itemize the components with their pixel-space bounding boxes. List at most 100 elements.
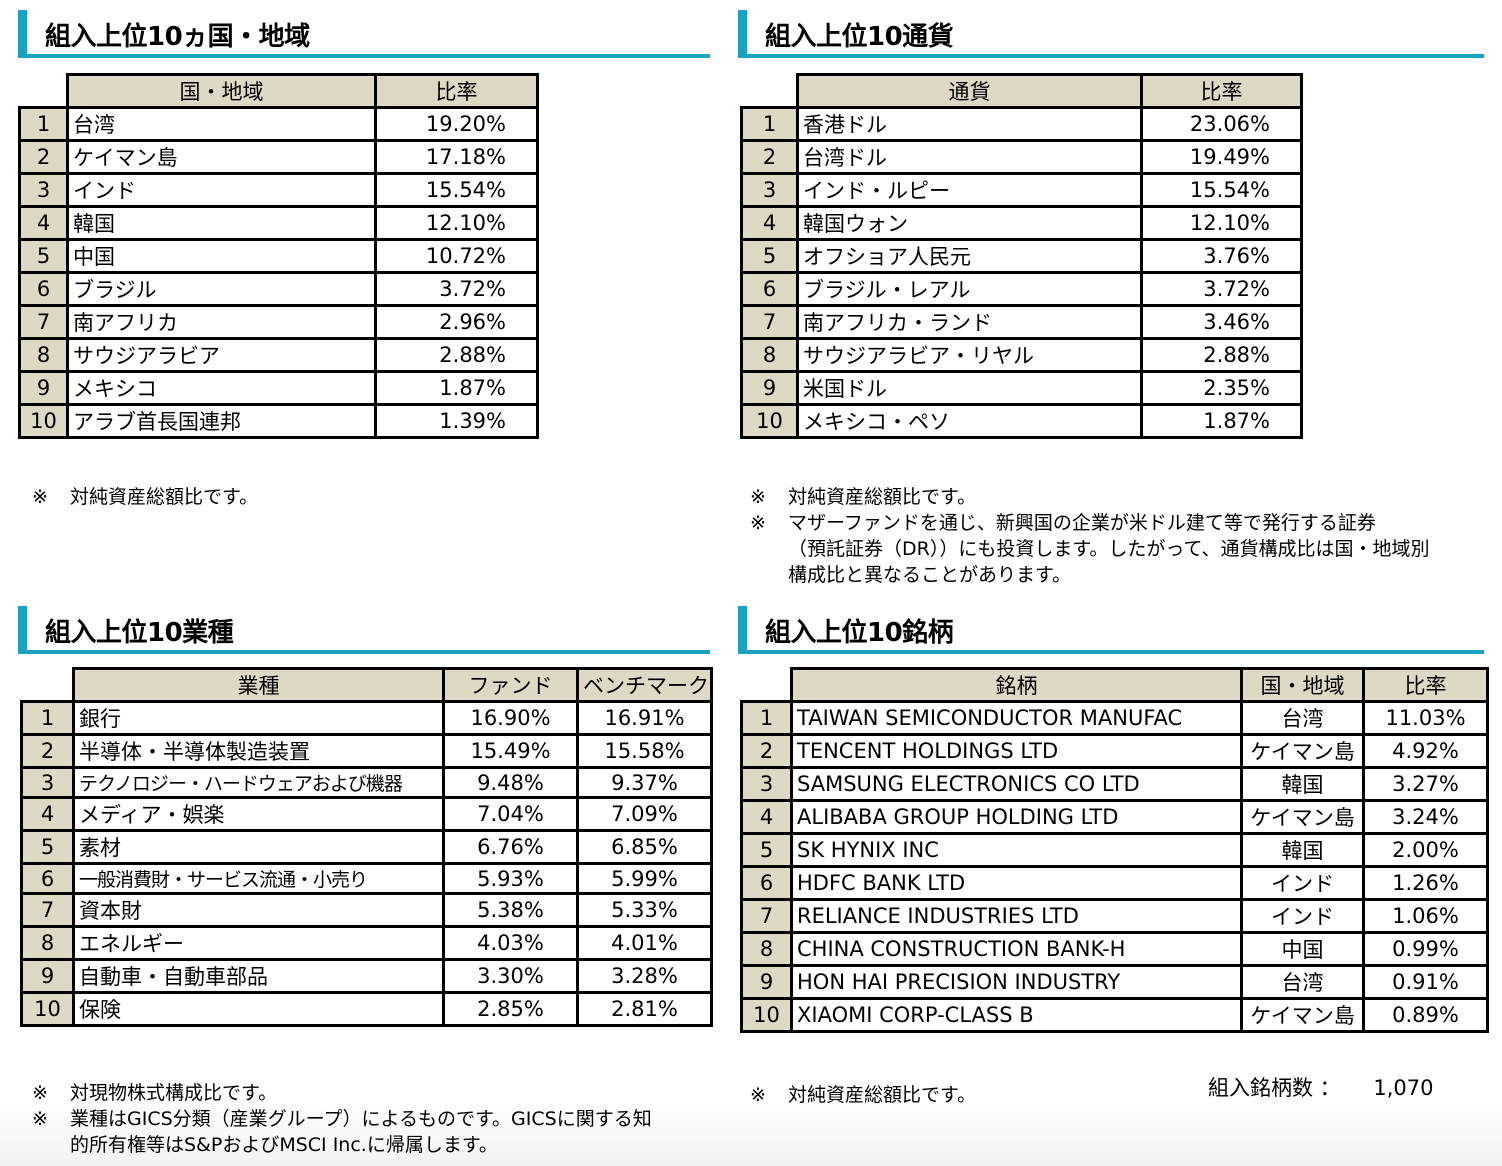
bench-cell: 2.81% [576,991,713,1027]
section-top-industries: 組入上位10業種 業種 ファンド ベンチマーク 1 銀行 16.90% 16.91% … [18,606,713,1166]
pct-cell: 2.96% [374,304,539,340]
fund-cell: 3.30% [442,958,579,994]
fund-cell: 5.93% [442,862,579,895]
name-cell: ケイマン島 [66,139,377,175]
name-cell: 自動車・自動車部品 [72,958,445,994]
rank-cell: 9 [740,370,799,406]
table-row: 1 台湾 19.20% [18,106,539,142]
name-cell: サウジアラビア・リヤル [796,337,1143,373]
rank-cell: 9 [20,958,75,994]
name-cell: オフショア人民元 [796,238,1143,274]
pct-cell: 2.00% [1362,832,1489,868]
column-header: 比率 [1140,73,1303,109]
table-row: 10 メキシコ・ペソ 1.87% [740,403,1303,439]
rank-cell: 8 [740,931,793,967]
rank-header [21,668,74,703]
rank-cell: 3 [18,172,69,208]
column-header: ファンド [442,667,579,703]
name-cell: 素材 [72,829,445,865]
note-text: 的所有権等はS&PおよびMSCI Inc.に帰属します。 [70,1134,498,1156]
fund-cell: 16.90% [442,700,579,736]
table-header-row: 国・地域 比率 [19,73,539,109]
country-cell: 台湾 [1240,700,1365,736]
pct-cell: 15.54% [374,172,539,208]
pct-cell: 10.72% [374,238,539,274]
table-row: 3 インド・ルピー 15.54% [740,172,1303,208]
name-cell: HDFC BANK LTD [790,865,1243,901]
fund-cell: 6.76% [442,829,579,865]
name-cell: 中国 [66,238,377,274]
name-cell: メキシコ・ペソ [796,403,1143,439]
country-cell: インド [1240,898,1365,934]
rank-cell: 6 [20,862,75,895]
table-row: 6 ブラジル 3.72% [18,271,539,307]
name-cell: サウジアラビア [66,337,377,373]
rank-cell: 5 [740,238,799,274]
pct-cell: 2.88% [1140,337,1303,373]
fund-cell: 4.03% [442,925,579,961]
rank-cell: 8 [20,925,75,961]
countries-table: 国・地域 比率 1 台湾 19.20% 2 ケイマン島 17.18% 3 インド 15.54… [18,73,539,439]
table-row: 3 テクノロジー・ハードウェアおよび機器 9.48% 9.37% [20,766,713,799]
pct-cell: 3.24% [1362,799,1489,835]
table-row: 3 SAMSUNG ELECTRONICS CO LTD 韓国 3.27% [740,766,1489,802]
holdings-count-value: 1,070 [1373,1076,1434,1100]
holdings-table: 銘柄 国・地域 比率 1 TAIWAN SEMICONDUCTOR MANUFAC… [740,667,1489,1033]
fund-cell: 5.38% [442,892,579,928]
table-row: 6 ブラジル・レアル 3.72% [740,271,1303,307]
table-row: 9 HON HAI PRECISION INDUSTRY 台湾 0.91% [740,964,1489,1000]
rank-cell: 6 [740,865,793,901]
column-header: 国・地域 [1240,667,1365,703]
rank-cell: 5 [18,238,69,274]
country-cell: 韓国 [1240,832,1365,868]
country-cell: 韓国 [1240,766,1365,802]
bench-cell: 5.99% [576,862,713,895]
country-cell: ケイマン島 [1240,799,1365,835]
fund-cell: 9.48% [442,766,579,799]
fund-cell: 2.85% [442,991,579,1027]
bench-cell: 15.58% [576,733,713,769]
note-text: 対純資産総額比です。 [788,486,977,508]
rank-cell: 7 [740,304,799,340]
pct-cell: 11.03% [1362,700,1489,736]
table-row: 2 ケイマン島 17.18% [18,139,539,175]
name-cell: ブラジル [66,271,377,307]
table-row: 7 資本財 5.38% 5.33% [20,892,713,928]
note-text: 対純資産総額比です。 [788,1084,977,1106]
name-cell: SK HYNIX INC [790,832,1243,868]
table-header-row: 銘柄 国・地域 比率 [741,667,1489,703]
bench-cell: 9.37% [576,766,713,799]
name-cell: インド [66,172,377,208]
pct-cell: 19.20% [374,106,539,142]
section-title-bar: 組入上位10通貨 [738,10,1484,58]
name-cell: ALIBABA GROUP HOLDING LTD [790,799,1243,835]
table-header-row: 通貨 比率 [741,73,1303,109]
bench-cell: 16.91% [576,700,713,736]
bench-cell: 3.28% [576,958,713,994]
fund-cell: 15.49% [442,733,579,769]
country-cell: 中国 [1240,931,1365,967]
pct-cell: 0.89% [1362,997,1489,1033]
pct-cell: 1.87% [1140,403,1303,439]
table-row: 2 半導体・半導体製造装置 15.49% 15.58% [20,733,713,769]
table-row: 3 インド 15.54% [18,172,539,208]
industries-table: 業種 ファンド ベンチマーク 1 銀行 16.90% 16.91% 2 半導体・半導体製… [20,667,713,1027]
table-row: 7 南アフリカ 2.96% [18,304,539,340]
pct-cell: 0.91% [1362,964,1489,1000]
pct-cell: 3.76% [1140,238,1303,274]
name-cell: 韓国ウォン [796,205,1143,241]
table-row: 8 サウジアラビア・リヤル 2.88% [740,337,1303,373]
table-row: 1 香港ドル 23.06% [740,106,1303,142]
note-text: 対純資産総額比です。 [70,486,259,508]
name-cell: テクノロジー・ハードウェアおよび機器 [72,766,445,799]
table-row: 8 サウジアラビア 2.88% [18,337,539,373]
pct-cell: 17.18% [374,139,539,175]
column-header: 国・地域 [66,73,377,109]
bench-cell: 4.01% [576,925,713,961]
section-top-holdings: 組入上位10銘柄 銘柄 国・地域 比率 1 TAIWAN SEMICONDUCTO… [738,606,1489,1166]
bench-cell: 5.33% [576,892,713,928]
table-row: 4 ALIBABA GROUP HOLDING LTD ケイマン島 3.24% [740,799,1489,835]
column-header: 業種 [72,667,445,703]
name-cell: 南アフリカ [66,304,377,340]
note-text: 対現物株式構成比です。 [70,1082,278,1104]
